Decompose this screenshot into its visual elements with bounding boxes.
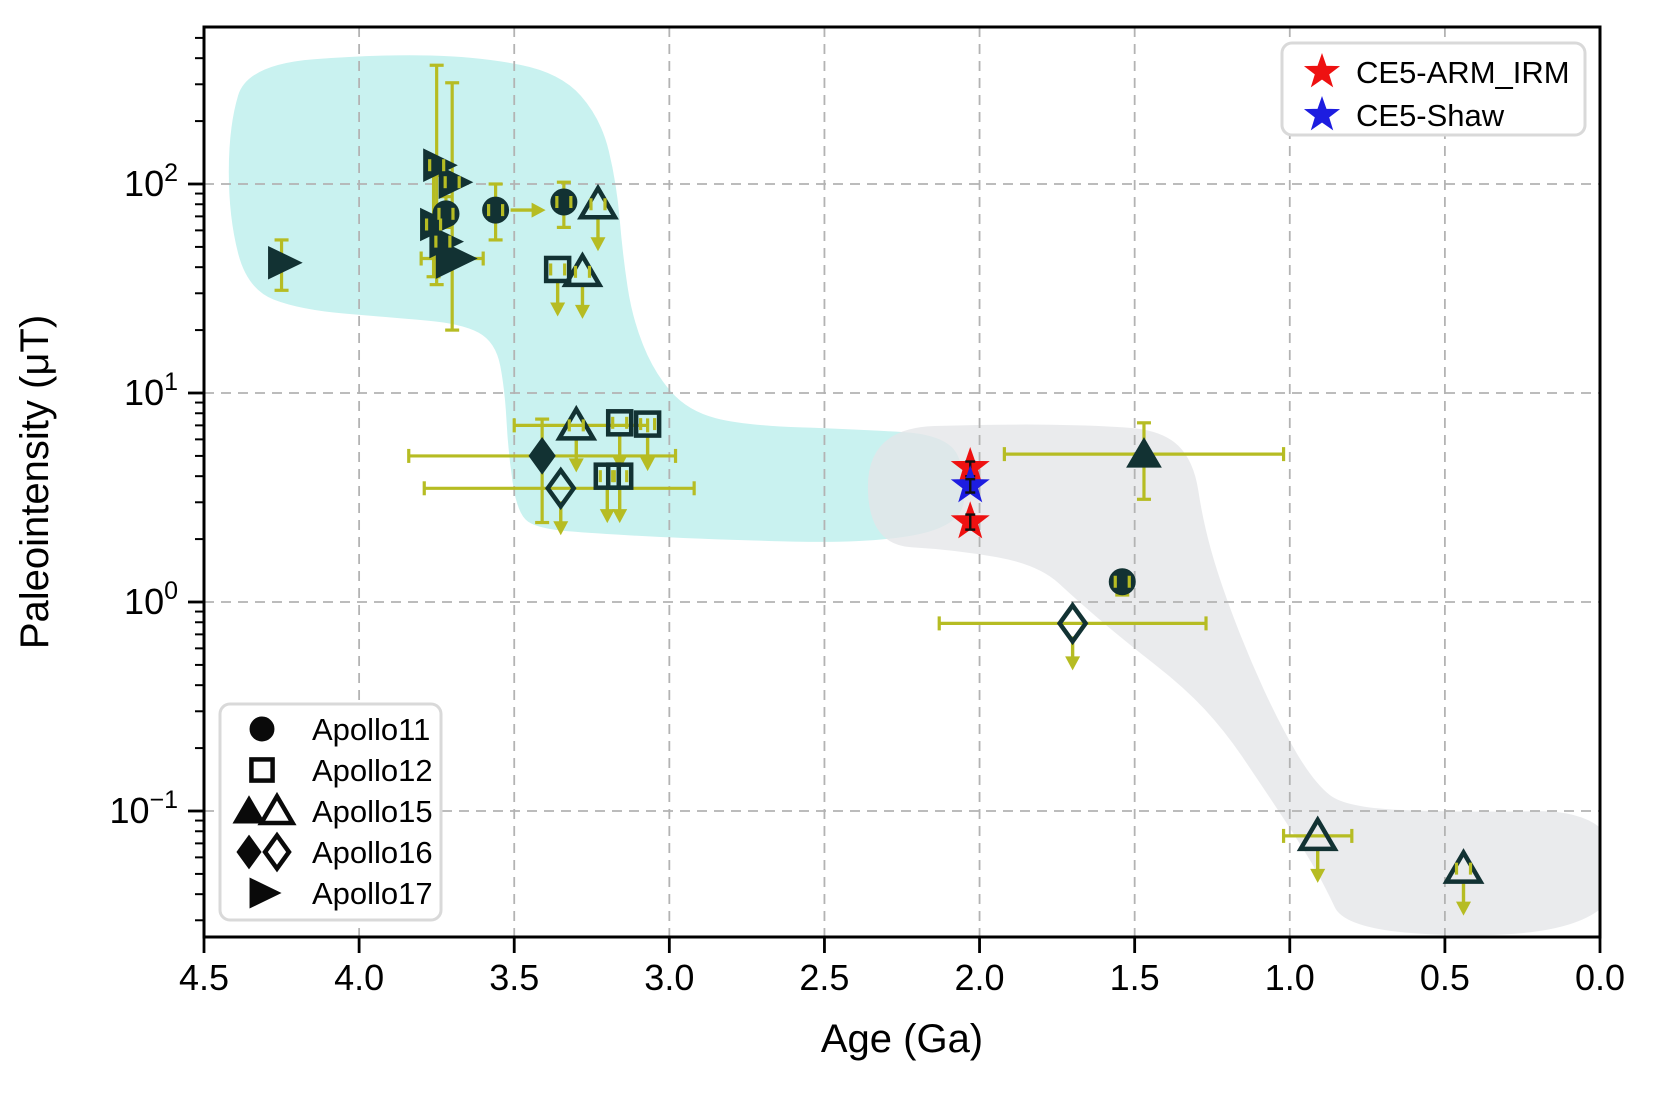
- arrow-head-icon: [550, 302, 566, 317]
- arrow-head-icon: [568, 458, 584, 473]
- region-high-field-epoch: [228, 55, 965, 542]
- arrow-head-icon: [1310, 868, 1326, 883]
- marker-triangle-right-filled: [438, 165, 474, 200]
- x-tick-label: 1.0: [1265, 957, 1315, 998]
- arrow-head-icon: [531, 202, 546, 218]
- marker-star-filled: [1303, 52, 1341, 88]
- region-low-field-epoch: [867, 424, 1600, 936]
- marker-circle-filled: [550, 188, 578, 216]
- marker-square-open: [605, 409, 634, 437]
- marker-triangle-filled: [232, 795, 266, 824]
- tiny-error-caps: [424, 159, 1473, 875]
- marker-triangle-filled: [1126, 437, 1162, 468]
- legend-label-apollo12: Apollo12: [312, 753, 433, 788]
- arrow-head-icon: [1065, 656, 1081, 671]
- x-tick-label: 0.0: [1575, 957, 1625, 998]
- marker-circle-filled: [432, 200, 460, 228]
- legend-label-ce5-arm-irm: CE5-ARM_IRM: [1356, 55, 1570, 90]
- x-tick-label: 3.0: [644, 957, 694, 998]
- y-axis-label: Paleointensity (μT): [13, 315, 57, 649]
- x-tick-label: 2.5: [799, 957, 849, 998]
- gridlines: [204, 27, 1600, 937]
- arrow-head-icon: [590, 237, 606, 252]
- legend-label-apollo11: Apollo11: [312, 712, 430, 747]
- x-tick-label: 0.5: [1420, 957, 1470, 998]
- legend-ce5: CE5-ARM_IRM CE5-Shaw: [1280, 41, 1587, 137]
- x-tick-label: 2.0: [955, 957, 1005, 998]
- marker-diamond-open: [1056, 601, 1089, 646]
- shaded-regions: [228, 55, 1600, 936]
- marker-diamond-open: [544, 466, 577, 511]
- marker-circle-filled: [482, 196, 510, 224]
- marker-circle-filled: [1108, 568, 1136, 596]
- arrow-head-icon: [599, 509, 615, 524]
- legend-missions: Apollo11 Apollo12 Apollo15 Apollo16 Apol…: [218, 702, 443, 922]
- y-tick-label: 10−1: [109, 786, 178, 831]
- marker-square-open: [543, 255, 572, 284]
- arrow-head-icon: [574, 304, 590, 319]
- marker-triangle-open: [257, 791, 297, 826]
- arrow-head-icon: [612, 509, 628, 524]
- marker-diamond-filled: [528, 437, 556, 475]
- data-markers: [268, 148, 1485, 884]
- marker-square-open: [249, 757, 275, 783]
- marker-diamond-filled: [236, 834, 262, 870]
- arrow-head-icon: [1456, 901, 1472, 916]
- arrow-head-icon: [640, 457, 656, 472]
- marker-circle-filled: [249, 716, 275, 742]
- plot-border: [202, 25, 1602, 939]
- x-tick-label: 4.0: [334, 957, 384, 998]
- y-tick-label: 101: [124, 368, 178, 413]
- marker-triangle-right-filled: [435, 238, 478, 279]
- marker-triangle-right-filled: [249, 877, 282, 909]
- marker-diamond-open: [262, 831, 292, 873]
- legend-ce5-box: [1280, 41, 1587, 137]
- legend-label-apollo15: Apollo15: [312, 794, 433, 829]
- legend-label-apollo16: Apollo16: [312, 835, 433, 870]
- marker-star-filled: [1303, 95, 1341, 131]
- arrow-head-icon: [553, 521, 569, 536]
- x-tick-label: 4.5: [179, 957, 229, 998]
- marker-triangle-right-filled: [268, 245, 303, 280]
- x-axis-label: Age (Ga): [821, 1017, 983, 1061]
- marker-triangle-open: [1296, 815, 1339, 852]
- marker-square-open: [633, 410, 662, 438]
- y-tick-label: 102: [124, 159, 178, 204]
- x-tick-label: 3.5: [489, 957, 539, 998]
- y-tick-label: 100: [124, 577, 178, 622]
- legend-label-ce5-shaw: CE5-Shaw: [1356, 98, 1505, 133]
- marker-square-open: [605, 462, 634, 490]
- legend-label-apollo17: Apollo17: [312, 876, 433, 911]
- x-tick-label: 1.5: [1110, 957, 1160, 998]
- ce5-star-markers: [950, 446, 990, 539]
